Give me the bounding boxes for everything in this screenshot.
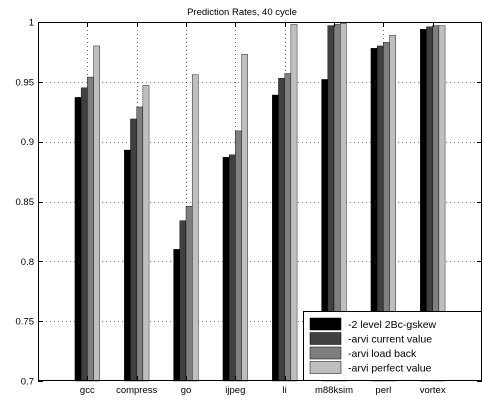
x-tick-label: li bbox=[283, 385, 287, 396]
bar-go-series-1 bbox=[173, 249, 181, 382]
legend-swatch-series-1 bbox=[309, 317, 342, 331]
bar-li-series-1 bbox=[272, 94, 279, 382]
y-tick-label: 0.7 bbox=[21, 377, 34, 388]
bar-gcc-series-1 bbox=[74, 97, 82, 382]
y-tick-label: 0.75 bbox=[16, 317, 35, 328]
legend-label-series-3: -arvi load back bbox=[348, 348, 417, 360]
bar-compress-series-3 bbox=[136, 106, 144, 382]
axis-ticks: 0.7 0.75 0.8 0.85 0.9 0.95 1 gcc compress go ijpeg… bbox=[16, 18, 482, 396]
x-tick-label: perl bbox=[375, 385, 391, 396]
legend-label-series-4: -arvi perfect value bbox=[348, 363, 432, 375]
x-tick-label: gcc bbox=[80, 385, 95, 396]
bar-go-series-2 bbox=[179, 220, 187, 382]
bar-li-series-3 bbox=[284, 73, 292, 382]
y-tick-label: 0.85 bbox=[16, 197, 35, 208]
bar-compress-series-1 bbox=[124, 149, 131, 382]
bar-go-series-3 bbox=[185, 206, 193, 382]
bar-ijpeg-series-4 bbox=[241, 54, 248, 382]
legend-label-series-2: -arvi current value bbox=[348, 334, 432, 346]
bar-gcc-series-2 bbox=[80, 87, 88, 382]
bar-go-series-4 bbox=[191, 74, 199, 382]
x-tick-label: m88ksim bbox=[315, 385, 353, 396]
x-tick-label: compress bbox=[116, 385, 157, 396]
legend-swatch-series-3 bbox=[309, 346, 342, 360]
y-tick-label: 0.95 bbox=[16, 77, 35, 88]
legend-label-series-1: -2 level 2Bc-gskew bbox=[348, 319, 437, 331]
bars bbox=[74, 22, 446, 382]
y-tick-label: 1 bbox=[29, 18, 34, 29]
y-tick-label: 0.8 bbox=[21, 257, 34, 268]
bar-compress-series-2 bbox=[130, 118, 137, 382]
legend-swatch-series-4 bbox=[309, 361, 342, 374]
x-tick-label: vortex bbox=[420, 385, 446, 396]
y-tick-label: 0.9 bbox=[21, 137, 34, 148]
bar-li-series-4 bbox=[290, 24, 298, 382]
bar-ijpeg-series-3 bbox=[235, 130, 242, 382]
bar-li-series-2 bbox=[278, 78, 285, 382]
x-tick-label: ijpeg bbox=[225, 385, 245, 396]
legend: -2 level 2Bc-gskew -arvi current value -ar… bbox=[303, 311, 482, 381]
bar-compress-series-4 bbox=[142, 85, 150, 382]
bar-ijpeg-series-1 bbox=[222, 157, 230, 382]
bar-ijpeg-series-2 bbox=[228, 154, 236, 382]
chart-title: Prediction Rates, 40 cycle bbox=[187, 7, 297, 18]
x-tick-label: go bbox=[181, 385, 192, 396]
bar-gcc-series-4 bbox=[93, 45, 100, 382]
bar-gcc-series-3 bbox=[87, 76, 94, 382]
legend-swatch-series-2 bbox=[309, 332, 342, 345]
